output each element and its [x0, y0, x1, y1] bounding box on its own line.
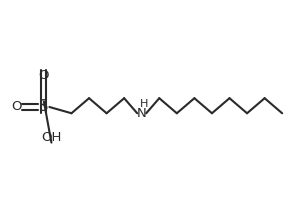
Text: O: O [39, 69, 49, 82]
Text: O: O [11, 101, 21, 114]
Text: N: N [137, 107, 147, 120]
Text: S: S [39, 99, 49, 114]
Text: OH: OH [41, 131, 62, 144]
Text: H: H [140, 99, 148, 109]
